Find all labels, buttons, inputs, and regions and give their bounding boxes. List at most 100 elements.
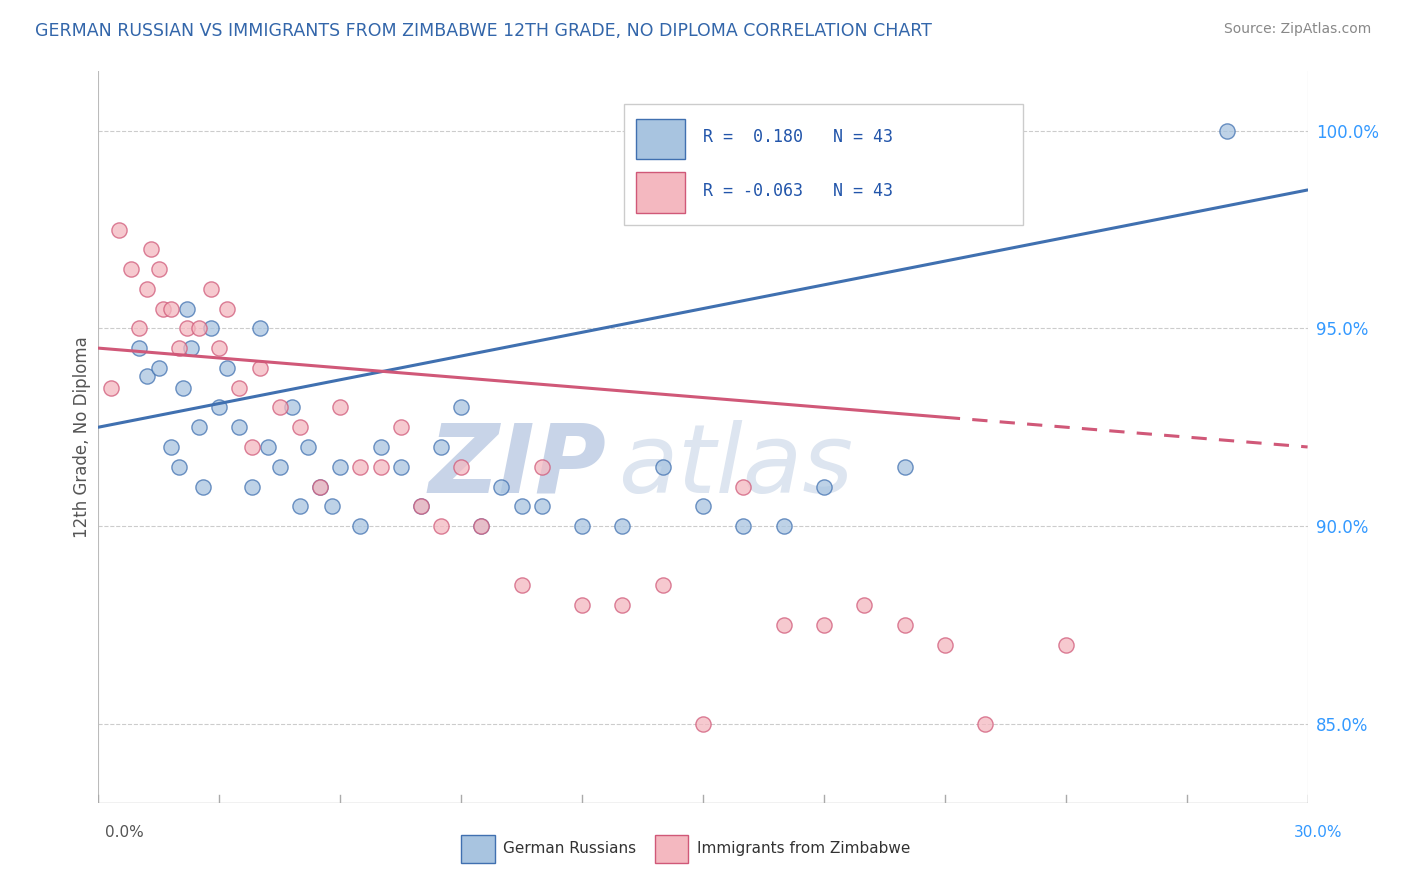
Point <box>148 360 170 375</box>
Point <box>1054 638 1077 652</box>
Point <box>370 459 392 474</box>
Point <box>128 341 150 355</box>
Text: Source: ZipAtlas.com: Source: ZipAtlas.com <box>1223 22 1371 37</box>
Point <box>389 420 412 434</box>
Point <box>409 500 432 514</box>
Point <box>612 598 634 612</box>
Point <box>160 301 183 316</box>
Bar <box>655 835 689 863</box>
Point <box>450 401 472 415</box>
Point <box>176 321 198 335</box>
Point <box>409 500 432 514</box>
Point <box>208 401 231 415</box>
Point <box>329 401 352 415</box>
Point <box>180 341 202 355</box>
Point <box>733 479 755 493</box>
Point <box>107 222 129 236</box>
Point <box>491 479 513 493</box>
Point <box>148 262 170 277</box>
Point <box>651 459 673 474</box>
Point <box>530 459 553 474</box>
Point <box>813 479 835 493</box>
Point <box>934 638 956 652</box>
Bar <box>461 835 495 863</box>
Point <box>288 420 311 434</box>
Point <box>188 420 211 434</box>
Point <box>100 381 122 395</box>
Text: atlas: atlas <box>619 420 853 513</box>
Text: 30.0%: 30.0% <box>1295 825 1343 840</box>
Point <box>200 282 222 296</box>
Point <box>853 598 876 612</box>
Point <box>692 716 714 731</box>
Point <box>733 519 755 533</box>
Point <box>1216 123 1239 137</box>
Point <box>349 519 371 533</box>
Point <box>329 459 352 474</box>
Text: Immigrants from Zimbabwe: Immigrants from Zimbabwe <box>697 840 910 855</box>
Point <box>188 321 211 335</box>
Point <box>208 341 231 355</box>
Point <box>160 440 183 454</box>
Point <box>389 459 412 474</box>
Point <box>430 519 453 533</box>
Text: GERMAN RUSSIAN VS IMMIGRANTS FROM ZIMBABWE 12TH GRADE, NO DIPLOMA CORRELATION CH: GERMAN RUSSIAN VS IMMIGRANTS FROM ZIMBAB… <box>35 22 932 40</box>
Point <box>172 381 194 395</box>
Point <box>240 479 263 493</box>
Point <box>321 500 343 514</box>
Text: 0.0%: 0.0% <box>105 825 145 840</box>
Point <box>249 360 271 375</box>
Point <box>228 381 250 395</box>
Point <box>530 500 553 514</box>
Point <box>974 716 997 731</box>
Point <box>450 459 472 474</box>
Point <box>309 479 332 493</box>
Point <box>120 262 142 277</box>
Point <box>256 440 278 454</box>
Point <box>349 459 371 474</box>
Point <box>269 459 291 474</box>
Point <box>249 321 271 335</box>
Text: R =  0.180   N = 43: R = 0.180 N = 43 <box>703 128 893 146</box>
Point <box>893 459 915 474</box>
Point <box>571 519 593 533</box>
Text: R = -0.063   N = 43: R = -0.063 N = 43 <box>703 182 893 200</box>
Point <box>692 500 714 514</box>
Point <box>281 401 304 415</box>
Point <box>470 519 492 533</box>
Point <box>612 519 634 533</box>
Point <box>240 440 263 454</box>
Point <box>772 618 794 632</box>
Point <box>176 301 198 316</box>
Point <box>135 368 157 383</box>
Point <box>470 519 492 533</box>
Point <box>651 578 673 592</box>
Point <box>217 301 239 316</box>
Point <box>893 618 915 632</box>
Point <box>309 479 332 493</box>
Point <box>167 459 190 474</box>
Bar <box>637 172 685 212</box>
Point <box>217 360 239 375</box>
Point <box>139 242 162 256</box>
Point <box>193 479 215 493</box>
Point <box>571 598 593 612</box>
Point <box>135 282 157 296</box>
Text: German Russians: German Russians <box>503 840 637 855</box>
Point <box>370 440 392 454</box>
Point <box>228 420 250 434</box>
Bar <box>637 119 685 159</box>
Point <box>510 500 533 514</box>
Point <box>269 401 291 415</box>
Point <box>288 500 311 514</box>
Point <box>297 440 319 454</box>
Point <box>430 440 453 454</box>
Point <box>813 618 835 632</box>
Point <box>152 301 174 316</box>
Point <box>128 321 150 335</box>
Point <box>167 341 190 355</box>
Point <box>510 578 533 592</box>
Y-axis label: 12th Grade, No Diploma: 12th Grade, No Diploma <box>73 336 91 538</box>
Text: ZIP: ZIP <box>429 420 606 513</box>
Bar <box>624 104 1024 225</box>
